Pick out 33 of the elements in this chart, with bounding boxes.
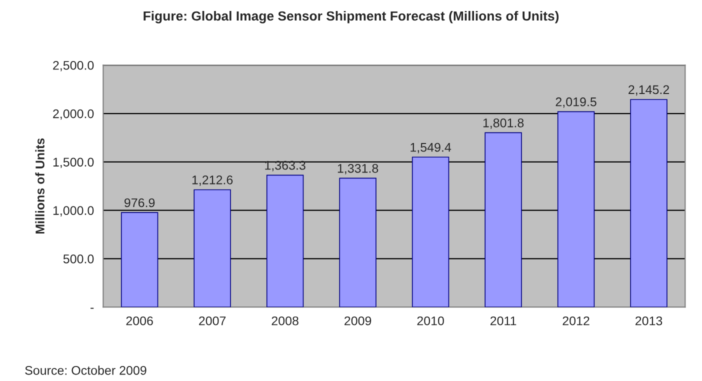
y-tick-label: 2,500.0 xyxy=(53,60,94,72)
data-label: 1,801.8 xyxy=(483,118,524,129)
y-tick-label: 500.0 xyxy=(63,254,94,264)
source-note: Source: October 2009 xyxy=(25,366,146,375)
x-tick-label: 2010 xyxy=(417,316,444,326)
x-tick-label: 2013 xyxy=(636,316,662,326)
y-axis-title: Millions of Units xyxy=(35,138,44,234)
bar xyxy=(557,111,595,308)
bar xyxy=(120,212,158,308)
data-label: 976.9 xyxy=(124,198,155,208)
data-label: 2,019.5 xyxy=(556,97,596,108)
x-tick-label: 2006 xyxy=(126,316,153,326)
x-tick-label: 2007 xyxy=(199,316,226,326)
bar xyxy=(412,156,450,308)
y-tick-label: - xyxy=(90,308,94,309)
x-tick-label: 2009 xyxy=(344,316,372,326)
bar xyxy=(630,99,668,308)
bar xyxy=(266,174,304,308)
x-tick-label: 2011 xyxy=(490,316,516,326)
bar xyxy=(339,178,376,308)
x-tick-label: 2008 xyxy=(272,316,298,326)
bar xyxy=(194,189,231,308)
chart-title: Figure: Global Image Sensor Shipment Forecast (Millions of Units) xyxy=(144,10,559,24)
y-tick-label: 2,000.0 xyxy=(53,109,94,120)
x-tick-label: 2012 xyxy=(562,316,590,326)
data-label: 2,145.2 xyxy=(628,85,670,96)
data-label: 1,363.3 xyxy=(265,160,306,172)
data-label: 1,331.8 xyxy=(338,164,378,174)
y-tick-label: 1,000.0 xyxy=(53,206,94,216)
data-label: 1,212.6 xyxy=(192,176,233,186)
data-label: 1,549.4 xyxy=(410,142,452,154)
bar xyxy=(484,132,522,308)
y-tick-label: 1,500.0 xyxy=(53,158,94,168)
